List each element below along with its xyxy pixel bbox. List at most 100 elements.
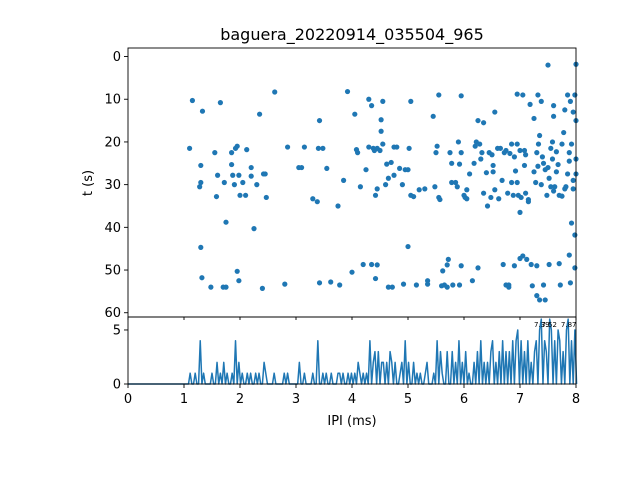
raster-point <box>533 179 539 186</box>
raster-point <box>425 281 431 287</box>
raster-point <box>215 172 221 178</box>
raster-point <box>535 92 541 98</box>
raster-point <box>529 283 535 289</box>
raster-point <box>548 184 554 190</box>
raster-point <box>199 108 206 114</box>
raster-point <box>521 147 528 154</box>
raster-point <box>478 156 484 162</box>
raster-point <box>507 150 513 157</box>
raster-point <box>444 262 450 268</box>
histogram-x-tick-label: 3 <box>292 392 300 407</box>
histogram-plot: 7.397.52 7.87 0 1 2 3 4 5 6 7 8 0 5 <box>113 316 580 407</box>
raster-point <box>570 109 576 115</box>
peak-annotation: 7.52 <box>541 321 557 329</box>
histogram-x-tick-label: 5 <box>404 392 412 407</box>
raster-point <box>475 117 481 124</box>
raster-point <box>562 107 568 113</box>
raster-point <box>499 177 505 183</box>
raster-point <box>488 194 494 201</box>
raster-point <box>506 284 512 290</box>
raster-point <box>394 144 400 150</box>
raster-point <box>570 177 576 183</box>
raster-point <box>456 282 463 288</box>
raster-point <box>572 92 578 98</box>
raster-point <box>197 184 203 190</box>
raster-point <box>565 171 571 177</box>
raster-point <box>372 275 379 282</box>
raster-point <box>257 111 263 117</box>
raster-point <box>520 92 526 98</box>
raster-point <box>234 143 240 149</box>
histogram-y-tick-label: 0 <box>113 378 121 393</box>
raster-point <box>378 128 384 134</box>
raster-y-tick-label: 60 <box>104 306 121 321</box>
histogram-x-tick-label: 6 <box>460 392 468 407</box>
raster-point <box>316 280 323 286</box>
raster-point <box>374 186 380 192</box>
raster-point <box>221 179 227 186</box>
histogram-x-axis-label: IPI (ms) <box>327 414 376 429</box>
raster-point <box>566 150 572 156</box>
raster-point <box>471 160 477 166</box>
raster-point <box>262 171 268 177</box>
raster-point <box>433 150 439 156</box>
raster-point <box>223 284 229 290</box>
raster-point <box>565 92 571 98</box>
raster-point <box>467 171 473 177</box>
raster-point <box>432 184 438 190</box>
raster-point <box>509 141 515 147</box>
raster-point <box>378 117 384 123</box>
raster-point <box>320 145 326 151</box>
raster-point <box>469 278 475 284</box>
raster-point <box>567 280 574 286</box>
raster-point <box>243 192 249 198</box>
raster-point <box>552 184 558 190</box>
raster-point <box>328 279 334 285</box>
raster-point <box>520 253 526 259</box>
raster-point <box>475 265 481 271</box>
raster-point <box>240 179 246 186</box>
raster-point <box>449 160 455 166</box>
raster-point <box>557 282 563 288</box>
raster-point <box>217 100 223 106</box>
raster-point <box>388 159 394 166</box>
raster-point <box>492 109 498 115</box>
peak-annotation: 7.87 <box>561 321 577 329</box>
histogram-x-tick-label: 8 <box>572 392 580 407</box>
raster-point <box>259 285 265 291</box>
raster-point <box>385 284 391 290</box>
raster-point <box>229 161 235 168</box>
raster-point <box>299 164 305 171</box>
histogram-line <box>128 318 578 385</box>
raster-point <box>531 169 537 175</box>
raster-point <box>413 282 419 288</box>
raster-point <box>213 193 220 200</box>
raster-point <box>572 232 578 238</box>
raster-point <box>324 165 330 172</box>
raster-point <box>490 169 496 175</box>
raster-point <box>449 179 455 186</box>
raster-point <box>483 170 489 176</box>
raster-point <box>544 192 550 198</box>
raster-point <box>198 244 204 250</box>
raster-point <box>531 115 537 122</box>
raster-point <box>477 141 483 147</box>
raster-point <box>523 152 529 158</box>
raster-point <box>537 297 543 303</box>
raster-point <box>538 98 544 104</box>
raster-point <box>337 282 343 288</box>
raster-point <box>344 88 351 95</box>
raster-point <box>523 190 529 196</box>
raster-point <box>549 139 556 145</box>
raster-point <box>505 190 511 196</box>
raster-point <box>310 196 316 202</box>
raster-point <box>500 261 506 268</box>
raster-point <box>521 162 528 169</box>
raster-point <box>316 117 323 124</box>
raster-point <box>416 187 422 193</box>
raster-point <box>369 103 375 109</box>
raster-point <box>389 284 395 290</box>
raster-point <box>572 265 578 271</box>
raster-point <box>559 193 565 199</box>
histogram-x-tick-label: 7 <box>516 392 524 407</box>
